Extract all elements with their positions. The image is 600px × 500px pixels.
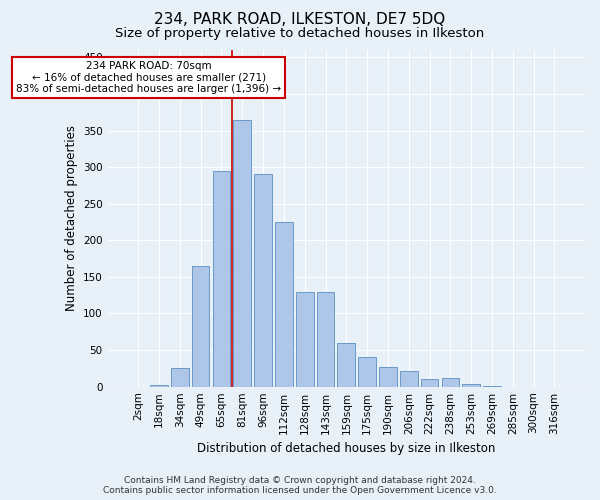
Bar — [317, 292, 334, 386]
Bar — [442, 378, 459, 386]
Bar — [275, 222, 293, 386]
Bar — [400, 370, 418, 386]
Bar — [379, 367, 397, 386]
Bar — [171, 368, 188, 386]
Text: 234 PARK ROAD: 70sqm
← 16% of detached houses are smaller (271)
83% of semi-deta: 234 PARK ROAD: 70sqm ← 16% of detached h… — [16, 61, 281, 94]
Y-axis label: Number of detached properties: Number of detached properties — [65, 126, 77, 312]
Bar — [358, 358, 376, 386]
Text: 234, PARK ROAD, ILKESTON, DE7 5DQ: 234, PARK ROAD, ILKESTON, DE7 5DQ — [154, 12, 446, 28]
Text: Contains HM Land Registry data © Crown copyright and database right 2024.
Contai: Contains HM Land Registry data © Crown c… — [103, 476, 497, 495]
Bar — [150, 385, 168, 386]
Bar — [254, 174, 272, 386]
Bar — [233, 120, 251, 386]
Bar — [212, 171, 230, 386]
Bar — [463, 384, 480, 386]
Bar — [296, 292, 314, 386]
Bar — [337, 343, 355, 386]
Bar — [192, 266, 209, 386]
Bar — [421, 380, 439, 386]
X-axis label: Distribution of detached houses by size in Ilkeston: Distribution of detached houses by size … — [197, 442, 496, 455]
Text: Size of property relative to detached houses in Ilkeston: Size of property relative to detached ho… — [115, 28, 485, 40]
